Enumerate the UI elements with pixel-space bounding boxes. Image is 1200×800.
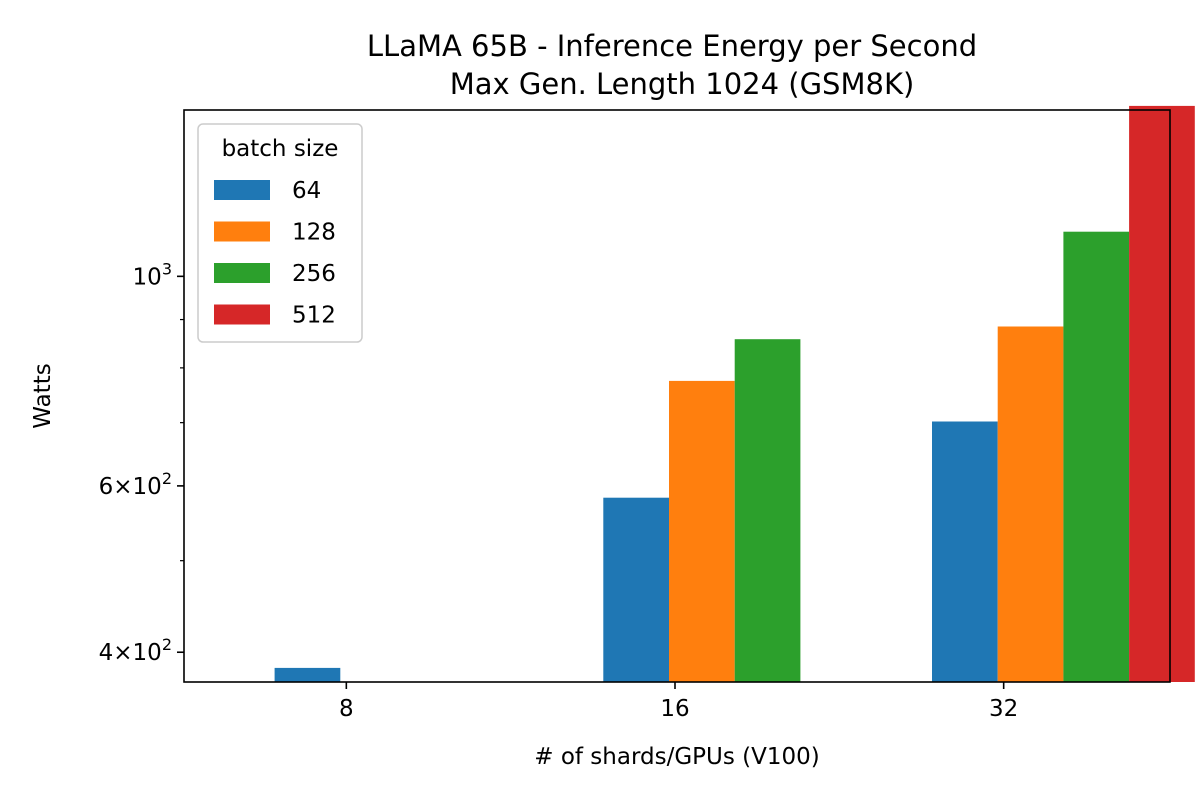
y-axis-label: Watts: [30, 363, 56, 428]
y-tick-label-1000: 103: [133, 259, 172, 290]
legend-box: [197, 123, 363, 343]
bar-16-batch-256: [734, 339, 801, 682]
legend-swatch-64: [214, 180, 270, 200]
legend-swatch-128: [214, 221, 270, 242]
legend-label-512: 512: [292, 303, 336, 329]
bar-32-batch-128: [997, 326, 1064, 682]
x-ticks: 8 16 32: [339, 682, 1018, 722]
legend-title: batch size: [222, 136, 339, 162]
legend: batch size 64 128 256 512: [197, 123, 363, 343]
legend-swatch-512: [214, 304, 270, 325]
bar-32-batch-256: [1063, 231, 1130, 682]
bar-8-batch-64: [274, 667, 341, 682]
legend-label-64: 64: [292, 178, 321, 204]
bar-16-batch-128: [669, 380, 735, 682]
legend-label-256: 256: [292, 261, 336, 287]
bar-32-batch-512: [1129, 105, 1195, 682]
x-tick-label-16: 16: [660, 696, 689, 722]
x-tick-label-8: 8: [339, 696, 354, 722]
x-tick-label-32: 32: [989, 696, 1018, 722]
bar-16-batch-64: [603, 497, 669, 682]
y-ticks: 4×102 6×102 103: [99, 259, 184, 666]
x-axis-label: # of shards/GPUs (V100): [534, 744, 820, 770]
bar-32-batch-64: [932, 421, 998, 682]
legend-label-128: 128: [292, 220, 336, 246]
bars-layer: [274, 105, 1195, 682]
legend-items: 64 128 256 512: [214, 178, 336, 329]
legend-swatch-256: [214, 263, 270, 283]
chart-title-line-2: Max Gen. Length 1024 (GSM8K): [450, 67, 915, 101]
chart-title-line-1: LLaMA 65B - Inference Energy per Second: [367, 29, 977, 63]
y-tick-label-400: 4×102: [99, 635, 172, 666]
y-tick-label-600: 6×102: [99, 469, 172, 500]
plot-frame: [183, 109, 1171, 683]
